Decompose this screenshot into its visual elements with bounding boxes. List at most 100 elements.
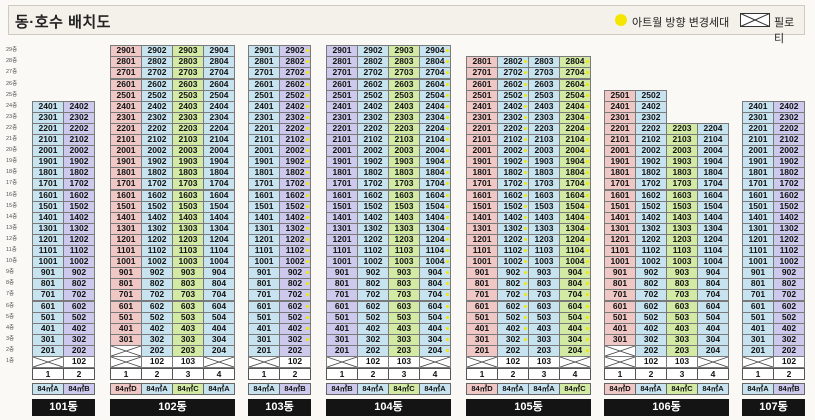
unit-type-label: 84㎡A bbox=[357, 383, 389, 395]
page-title: 동·호수 배치도 bbox=[15, 14, 111, 31]
unit-cell: 602 bbox=[635, 300, 667, 313]
changed-unit-marker bbox=[586, 304, 589, 308]
unit-cell: 1901 bbox=[742, 156, 774, 169]
changed-unit-marker bbox=[306, 93, 309, 97]
piloti-cell bbox=[203, 356, 235, 369]
unit-cell: 1204 bbox=[419, 233, 451, 246]
changed-unit-marker bbox=[586, 126, 589, 130]
unit-cell: 301 bbox=[32, 333, 64, 346]
unit-cell: 1203 bbox=[528, 233, 560, 246]
unit-cell: 501 bbox=[604, 311, 636, 324]
piloti-cell bbox=[742, 356, 774, 369]
unit-cell: 1402 bbox=[357, 211, 389, 224]
unit-cell: 2901 bbox=[326, 45, 358, 58]
line-number: 2 bbox=[635, 368, 667, 380]
changed-unit-marker bbox=[306, 182, 309, 186]
unit-cell: 2201 bbox=[248, 122, 280, 135]
unit-cell: 1502 bbox=[497, 200, 529, 213]
unit-cell: 703 bbox=[528, 289, 560, 302]
unit-cell: 2001 bbox=[742, 145, 774, 158]
unit-cell: 1001 bbox=[110, 256, 142, 269]
unit-cell: 1202 bbox=[279, 233, 311, 246]
unit-cell: 703 bbox=[388, 289, 420, 302]
unit-cell: 2603 bbox=[388, 78, 420, 91]
unit-cell: 2203 bbox=[666, 122, 698, 135]
changed-unit-marker bbox=[306, 138, 309, 141]
unit-cell: 204 bbox=[697, 344, 729, 357]
unit-cell: 2404 bbox=[203, 100, 235, 113]
unit-cell: 1902 bbox=[63, 156, 95, 169]
unit-cell: 2502 bbox=[357, 89, 389, 102]
unit-cell: 2204 bbox=[559, 122, 591, 135]
unit-cell: 1903 bbox=[528, 156, 560, 169]
unit-cell: 1804 bbox=[419, 167, 451, 180]
unit-cell: 2503 bbox=[172, 89, 204, 102]
changed-unit-marker bbox=[586, 337, 589, 341]
unit-cell: 402 bbox=[357, 322, 389, 335]
floor-label: 26층 bbox=[6, 80, 18, 87]
unit-cell: 1801 bbox=[466, 167, 498, 180]
unit-cell: 1602 bbox=[141, 189, 173, 202]
unit-type-label: 84㎡A bbox=[742, 383, 774, 395]
unit-cell: 2004 bbox=[203, 145, 235, 158]
unit-cell: 1301 bbox=[110, 222, 142, 235]
unit-cell: 1103 bbox=[172, 245, 204, 258]
unit-cell: 2002 bbox=[63, 145, 95, 158]
unit-cell: 402 bbox=[141, 322, 173, 335]
unit-cell: 203 bbox=[388, 344, 420, 357]
floor-label: 6층 bbox=[6, 302, 15, 309]
unit-cell: 603 bbox=[172, 300, 204, 313]
unit-cell: 1102 bbox=[63, 245, 95, 258]
unit-cell: 1501 bbox=[32, 200, 64, 213]
unit-cell: 1401 bbox=[604, 211, 636, 224]
unit-cell: 1404 bbox=[419, 211, 451, 224]
unit-cell: 2704 bbox=[419, 67, 451, 80]
changed-unit-marker bbox=[586, 193, 589, 197]
unit-cell: 2002 bbox=[279, 145, 311, 158]
line-number: 2 bbox=[63, 368, 95, 380]
unit-cell: 1101 bbox=[604, 245, 636, 258]
changed-unit-marker bbox=[586, 60, 589, 64]
changed-unit-marker bbox=[524, 60, 527, 64]
unit-cell: 2003 bbox=[528, 145, 560, 158]
unit-type-label: 84㎡B bbox=[63, 383, 95, 395]
unit-cell: 2202 bbox=[141, 122, 173, 135]
unit-cell: 1102 bbox=[357, 245, 389, 258]
unit-cell: 1502 bbox=[63, 200, 95, 213]
unit-cell: 204 bbox=[203, 344, 235, 357]
unit-cell: 2502 bbox=[635, 89, 667, 102]
unit-cell: 901 bbox=[110, 267, 142, 280]
piloti-cell bbox=[32, 356, 64, 369]
unit-cell: 502 bbox=[141, 311, 173, 324]
unit-cell: 1703 bbox=[666, 178, 698, 191]
unit-cell: 901 bbox=[32, 267, 64, 280]
changed-unit-marker bbox=[446, 193, 449, 197]
piloti-cell bbox=[110, 356, 142, 369]
unit-cell: 2202 bbox=[279, 122, 311, 135]
unit-cell: 2904 bbox=[203, 45, 235, 58]
unit-cell: 2102 bbox=[497, 134, 529, 147]
unit-cell: 503 bbox=[528, 311, 560, 324]
unit-cell: 503 bbox=[388, 311, 420, 324]
floor-label: 28층 bbox=[6, 58, 18, 65]
unit-cell: 702 bbox=[497, 289, 529, 302]
unit-type-label: 84㎡A bbox=[697, 383, 729, 395]
unit-cell: 1801 bbox=[326, 167, 358, 180]
unit-cell: 2203 bbox=[528, 122, 560, 135]
changed-unit-marker bbox=[586, 171, 589, 175]
unit-cell: 203 bbox=[528, 344, 560, 357]
unit-cell: 802 bbox=[357, 278, 389, 291]
unit-cell: 902 bbox=[63, 267, 95, 280]
unit-cell: 1002 bbox=[63, 256, 95, 269]
unit-cell: 1602 bbox=[773, 189, 805, 202]
unit-cell: 902 bbox=[635, 267, 667, 280]
floor-label: 4층 bbox=[6, 324, 15, 331]
unit-cell: 2404 bbox=[419, 100, 451, 113]
unit-cell: 1101 bbox=[742, 245, 774, 258]
unit-cell: 2403 bbox=[528, 100, 560, 113]
unit-cell: 1303 bbox=[666, 222, 698, 235]
unit-cell: 1801 bbox=[32, 167, 64, 180]
changed-unit-marker bbox=[446, 282, 449, 286]
unit-cell: 2503 bbox=[388, 89, 420, 102]
changed-unit-marker bbox=[524, 304, 527, 308]
